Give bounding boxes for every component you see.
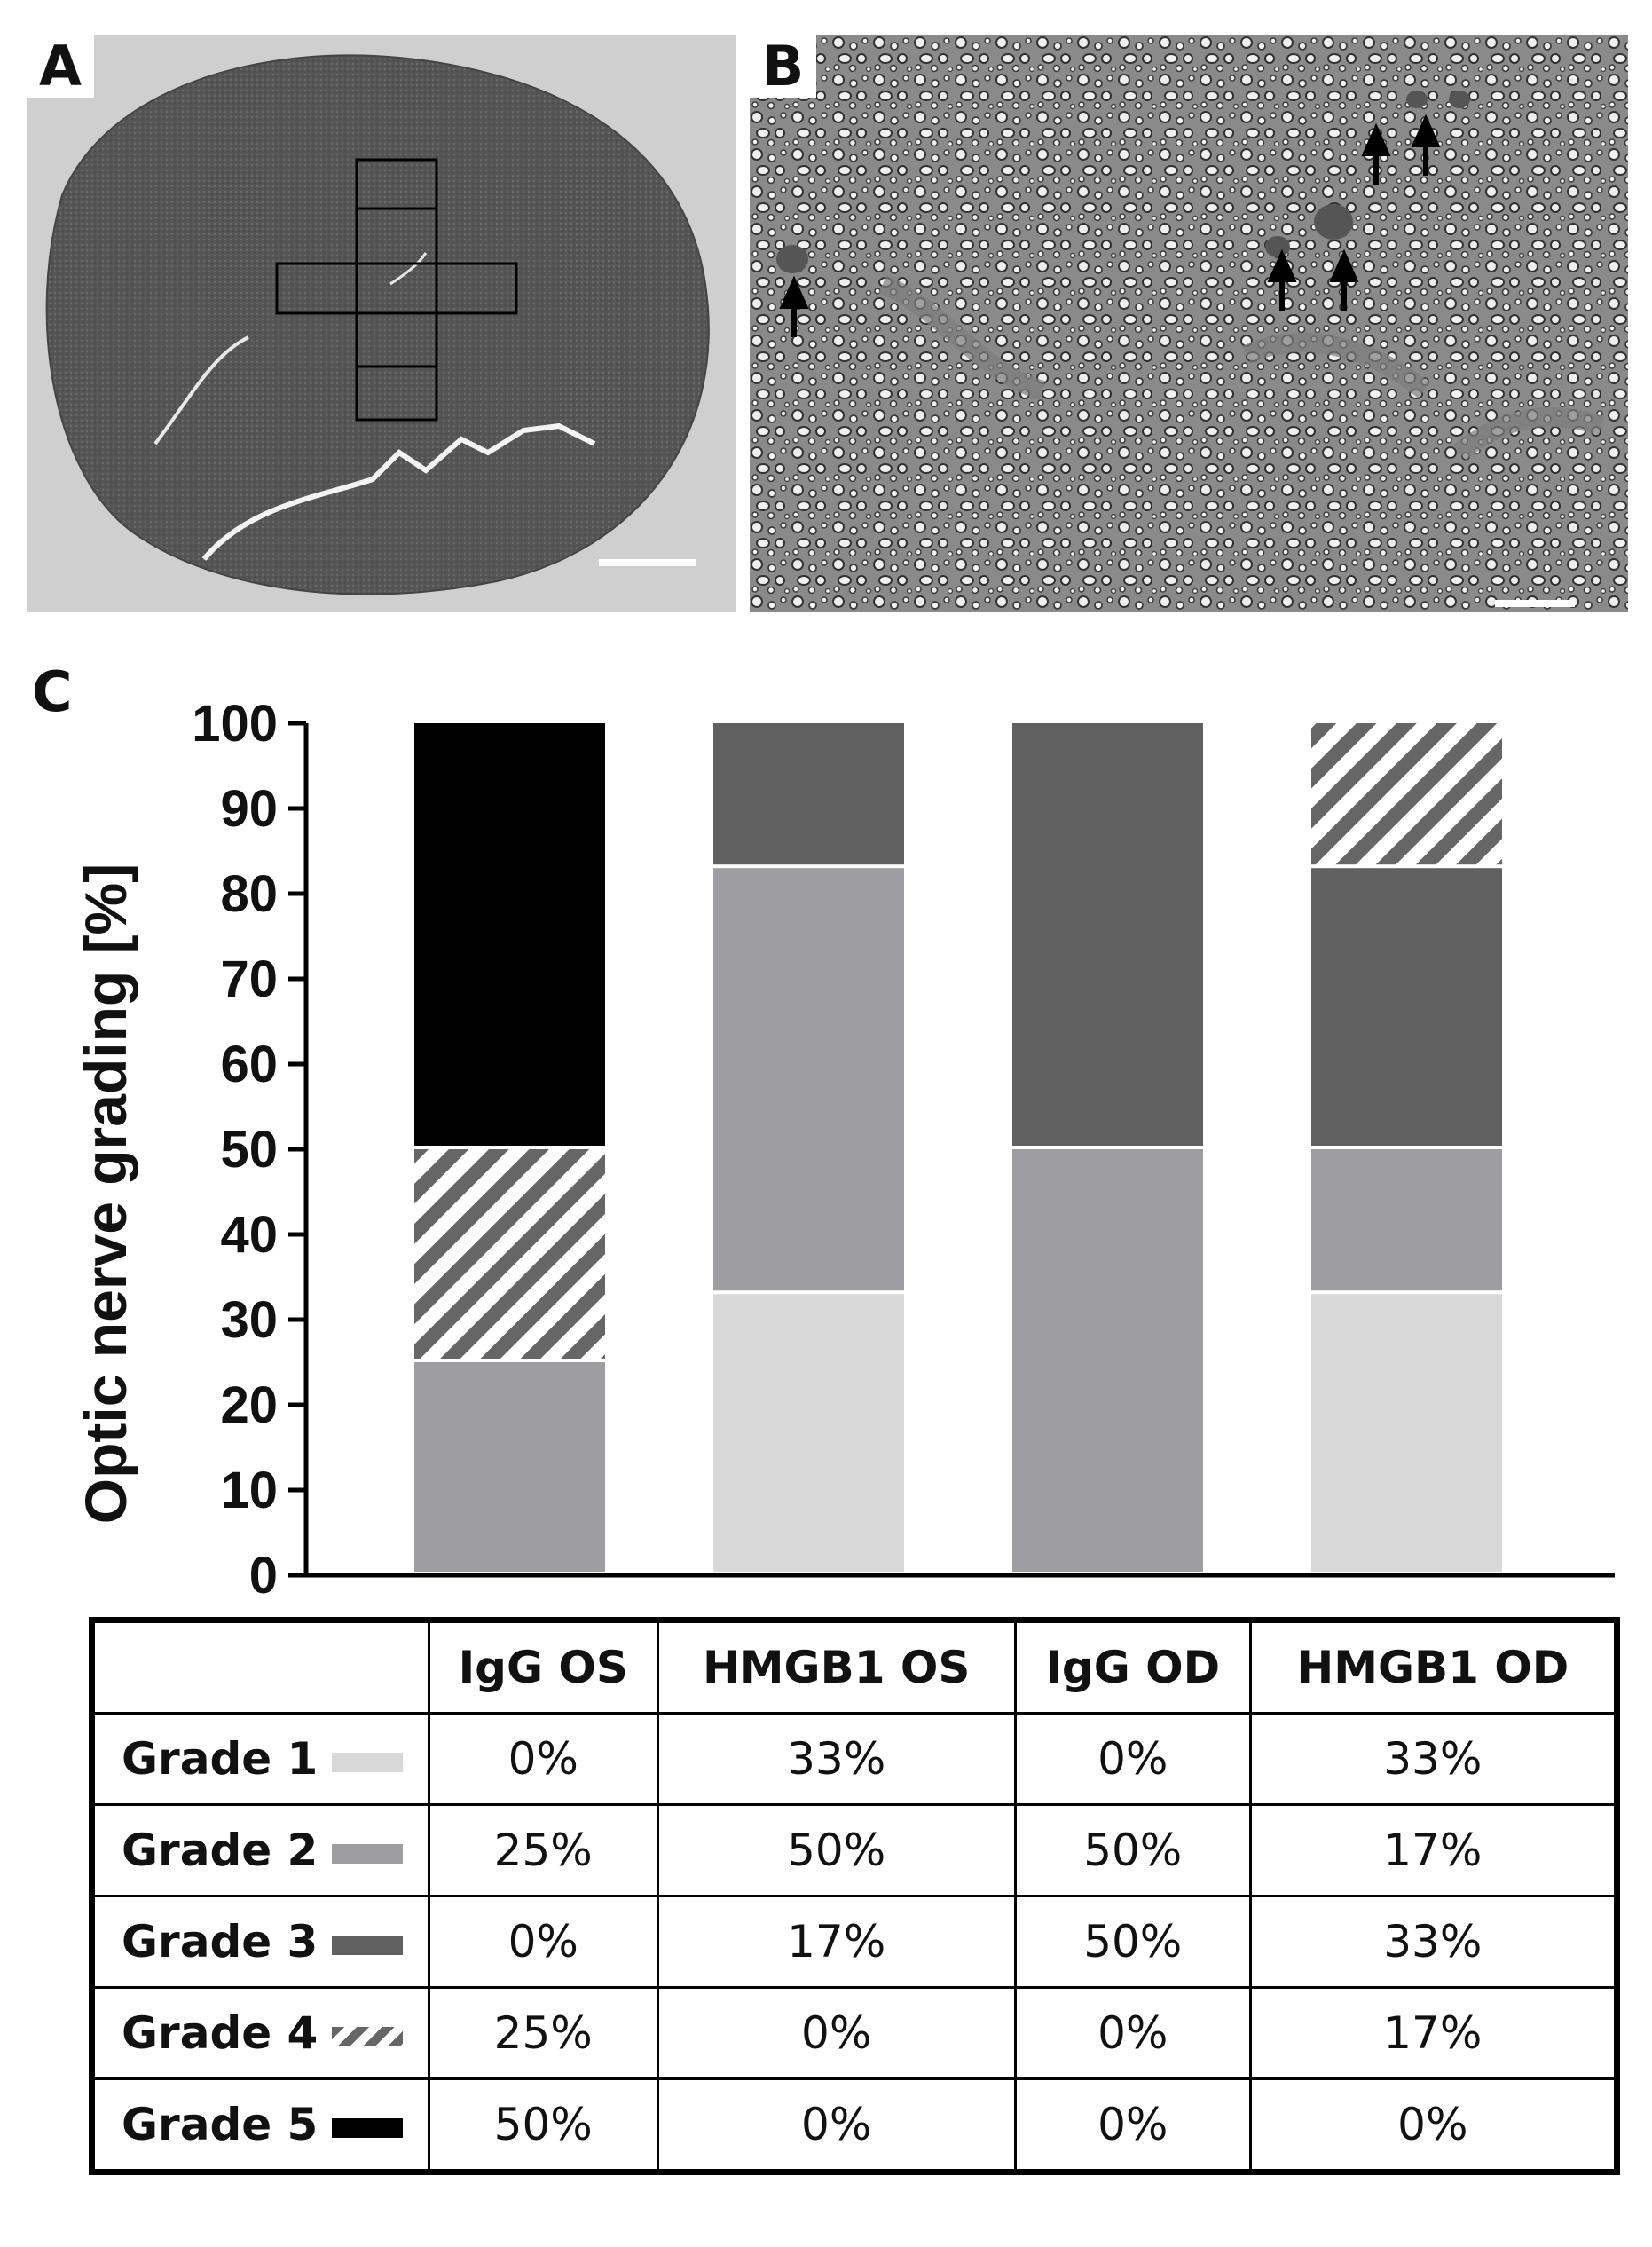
table-row: Grade 4 25% 0% 0% 17% — [90, 1986, 1619, 2080]
table-cell: 17% — [1248, 1803, 1619, 1897]
row-header: Grade 4 — [90, 1986, 430, 2080]
table-header-cell: IgG OD — [1013, 1619, 1252, 1715]
table-cell: 50% — [1013, 1895, 1252, 1989]
table-row: Grade 2 25% 50% 50% 17% — [90, 1803, 1619, 1897]
y-tick-label: 40 — [220, 1206, 278, 1264]
table-cell: 0% — [656, 2077, 1017, 2173]
y-axis: 0 10 20 30 40 50 60 70 80 90 100 — [192, 695, 1615, 1604]
y-axis-label: Optic nerve grading [%] — [73, 863, 138, 1524]
row-header: Grade 5 — [90, 2077, 430, 2173]
table-cell: 25% — [428, 1986, 659, 2080]
row-header: Grade 3 — [90, 1895, 430, 1989]
grade-1-swatch — [332, 1752, 404, 1772]
y-tick-label: 60 — [220, 1036, 278, 1093]
y-tick-label: 100 — [192, 695, 278, 753]
scale-bar — [599, 559, 696, 566]
y-tick-label: 20 — [220, 1376, 278, 1434]
table-cell: 0% — [1013, 1986, 1252, 2080]
table-cell: 33% — [656, 1712, 1017, 1806]
grade-label: Grade 4 — [122, 2007, 319, 2059]
grading-table: IgG OS HMGB1 OS IgG OD HMGB1 OD Grade 1 … — [89, 1617, 1620, 2175]
table-cell: 0% — [428, 1895, 659, 1989]
bar-segment-grade-4 — [1311, 723, 1502, 865]
grade-label: Grade 2 — [122, 1825, 319, 1876]
bar-segment-grade-3 — [1311, 868, 1502, 1146]
panel-a-label: A — [27, 35, 94, 98]
y-tick-label: 30 — [220, 1291, 278, 1349]
grade-label: Grade 5 — [122, 2099, 319, 2150]
table-cell: 50% — [1013, 1803, 1252, 1897]
scale-bar — [1495, 600, 1575, 607]
axon-micrograph-image — [750, 35, 1628, 612]
table-cell: 0% — [428, 1712, 659, 1806]
y-tick-label: 50 — [220, 1121, 278, 1179]
sampling-grid — [275, 158, 518, 422]
table-cell: 50% — [428, 2077, 659, 2173]
bar-segment-grade-2 — [414, 1362, 605, 1572]
bar-segment-grade-5 — [414, 723, 605, 1146]
nerve-cross-section-image — [45, 54, 710, 595]
grade-4-swatch — [332, 2026, 404, 2046]
y-tick-label: 10 — [220, 1462, 278, 1519]
table-cell: 0% — [1248, 2077, 1619, 2173]
grade-3-swatch — [332, 1935, 404, 1955]
table-cell: 50% — [656, 1803, 1017, 1897]
table-cell: 25% — [428, 1803, 659, 1897]
table-header-cell: HMGB1 OS — [656, 1619, 1017, 1715]
table-header-cell: HMGB1 OD — [1248, 1619, 1619, 1715]
y-tick-label: 70 — [220, 950, 278, 1008]
table-row: Grade 1 0% 33% 0% 33% — [90, 1712, 1619, 1806]
panel-a-micrograph — [27, 35, 736, 612]
table-cell: 0% — [656, 1986, 1017, 2080]
table-cell: 17% — [1248, 1986, 1619, 2080]
grade-5-swatch — [332, 2117, 404, 2138]
bars-layer — [414, 723, 1502, 1572]
panel-c-label: C — [20, 661, 85, 723]
bar-segment-grade-2 — [713, 868, 904, 1291]
bar-segment-grade-1 — [1311, 1294, 1502, 1572]
table-row: Grade 3 0% 17% 50% 33% — [90, 1895, 1619, 1989]
panel-b-label: B — [750, 35, 817, 98]
grade-2-swatch — [332, 1843, 404, 1864]
bar-segment-grade-2 — [1012, 1149, 1203, 1572]
stacked-bar-chart: 0 10 20 30 40 50 60 70 80 90 100 Optic nerve gradi… — [73, 695, 1615, 1604]
table-header-cell — [90, 1619, 430, 1715]
row-header: Grade 2 — [90, 1803, 430, 1897]
table-cell: 0% — [1013, 1712, 1252, 1806]
bar-segment-grade-3 — [713, 723, 904, 865]
table-header-cell: IgG OS — [428, 1619, 659, 1715]
bar-segment-grade-4 — [414, 1149, 605, 1359]
grade-label: Grade 1 — [122, 1733, 319, 1785]
bar-segment-grade-1 — [713, 1294, 904, 1572]
table-row: Grade 5 50% 0% 0% 0% — [90, 2077, 1619, 2173]
y-tick-label: 80 — [220, 865, 278, 923]
grade-label: Grade 3 — [122, 1916, 319, 1967]
table-cell: 17% — [656, 1895, 1017, 1989]
table-header-row: IgG OS HMGB1 OS IgG OD HMGB1 OD — [90, 1619, 1619, 1715]
y-tick-label: 90 — [220, 780, 278, 838]
table-cell: 33% — [1248, 1895, 1619, 1989]
table-cell: 33% — [1248, 1712, 1619, 1806]
bar-segment-grade-3 — [1012, 723, 1203, 1146]
arrow-markers — [779, 114, 1441, 337]
panel-b-micrograph — [750, 35, 1628, 612]
row-header: Grade 1 — [90, 1712, 430, 1806]
bar-segment-grade-2 — [1311, 1149, 1502, 1291]
table-cell: 0% — [1013, 2077, 1252, 2173]
y-tick-label: 0 — [249, 1547, 278, 1604]
